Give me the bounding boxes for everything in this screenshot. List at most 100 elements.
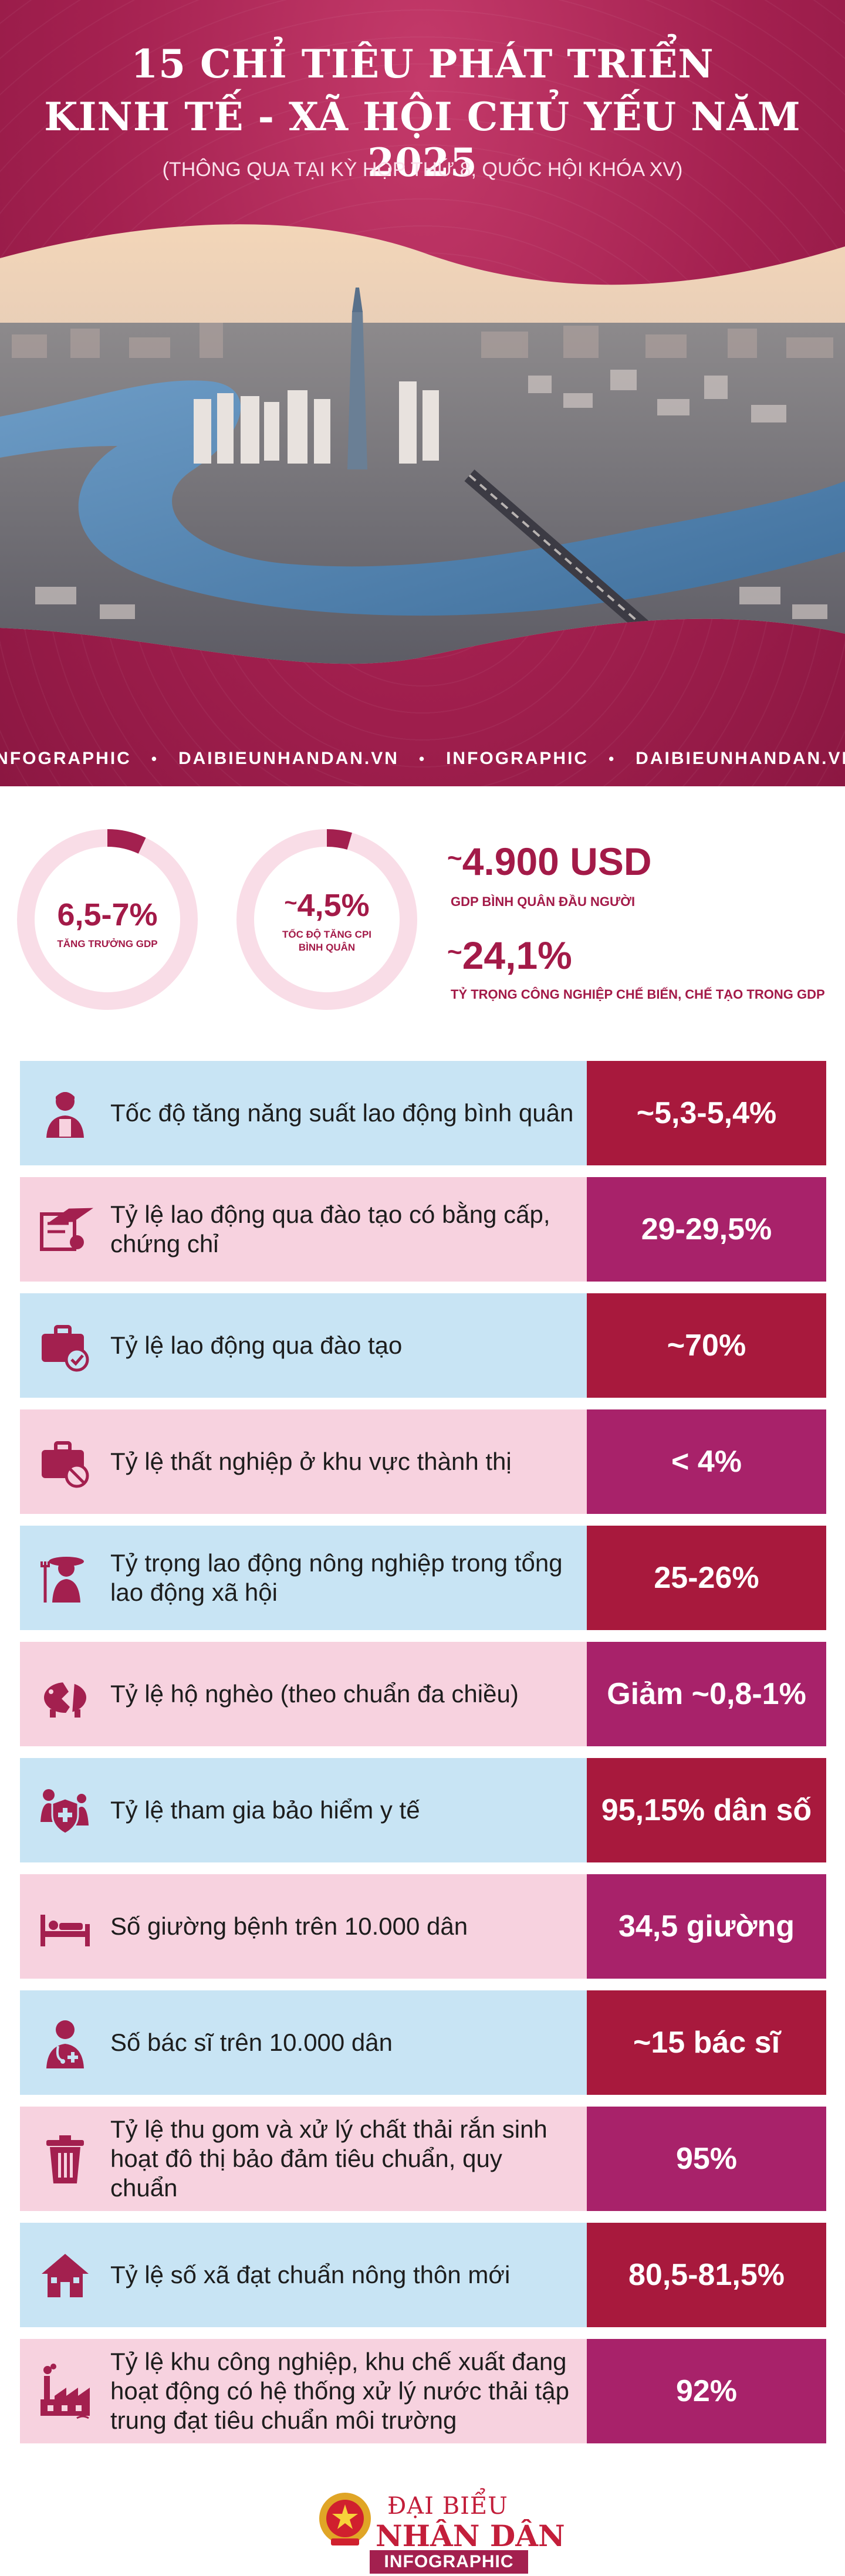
indicator-label: Số giường bệnh trên 10.000 dân — [110, 1912, 468, 1940]
doctor-icon — [33, 2010, 97, 2075]
ribbon-separator: • — [151, 749, 158, 768]
cpi-arc — [236, 829, 417, 1010]
indicator-row: Tỷ lệ lao động qua đào tạo có bằng cấp, … — [20, 1177, 826, 1282]
indicator-value: 25-26% — [587, 1526, 826, 1630]
gdp-growth-arc — [17, 829, 198, 1010]
page-subtitle: (THÔNG QUA TẠI KỲ HỌP THỨ 8, QUỐC HỘI KH… — [162, 158, 683, 181]
brand-line2: NHÂN DÂN — [376, 2518, 565, 2553]
indicator-label: Tỷ lệ số xã đạt chuẩn nông thôn mới — [110, 2261, 511, 2288]
ribbon-separator: • — [609, 749, 616, 768]
ribbon-item: INFOGRAPHIC — [446, 749, 589, 768]
indicator-value: 95,15% dân số — [587, 1758, 826, 1862]
briefcase-check-icon — [33, 1313, 97, 1378]
footer: ĐẠI BIỂU NHÂN DÂN INFOGRAPHIC — [0, 2477, 845, 2576]
gdp-per-capita-value: ~4.900 USD — [447, 839, 652, 884]
header-banner: 15 CHỈ TIÊU PHÁT TRIỂN KINH TẾ - XÃ HỘI … — [0, 0, 845, 786]
gdp-per-capita-tilde: ~ — [447, 844, 462, 873]
ribbon-item: INFOGRAPHIC — [0, 749, 131, 768]
indicator-value: < 4% — [587, 1409, 826, 1514]
indicator-label-cell: Tỷ lệ tham gia bảo hiểm y tế — [20, 1758, 587, 1862]
cpi-ring: ~4,5% TỐC ĐỘ TĂNG CPI BÌNH QUÂN — [230, 823, 424, 1016]
cpi-ring-graphic — [236, 829, 417, 1010]
manufacturing-tilde: ~ — [447, 938, 462, 966]
indicator-row: Tỷ lệ số xã đạt chuẩn nông thôn mới 80,5-… — [20, 2223, 826, 2327]
indicator-value: ~70% — [587, 1293, 826, 1398]
indicator-value: Giảm ~0,8-1% — [587, 1642, 826, 1746]
gdp-growth-value: 6,5-7% — [57, 897, 158, 932]
indicator-label-cell: Tỷ lệ số xã đạt chuẩn nông thôn mới — [20, 2223, 587, 2327]
manufacturing-share-value: ~24,1% — [447, 933, 572, 978]
indicator-row: Tốc độ tăng năng suất lao động bình quân… — [20, 1061, 826, 1165]
indicator-value: 34,5 giường — [587, 1874, 826, 1979]
indicator-label-cell: Số giường bệnh trên 10.000 dân — [20, 1874, 587, 1979]
manufacturing-number: 24,1% — [462, 934, 572, 977]
ribbon-separator: • — [418, 749, 427, 768]
trash-bin-icon — [33, 2127, 97, 2191]
indicator-row: Tỷ trọng lao động nông nghiệp trong tổng… — [20, 1526, 826, 1630]
footer-infographic-tag: INFOGRAPHIC — [370, 2550, 528, 2574]
indicator-label-cell: Tốc độ tăng năng suất lao động bình quân — [20, 1061, 587, 1165]
indicator-label-cell: Tỷ lệ lao động qua đào tạo — [20, 1293, 587, 1398]
indicator-label: Tỷ lệ lao động qua đào tạo có bằng cấp, … — [110, 1201, 550, 1257]
indicator-label-cell: Tỷ lệ thất nghiệp ở khu vực thành thị — [20, 1409, 587, 1514]
indicator-row: Tỷ lệ khu công nghiệp, khu chế xuất đang… — [20, 2339, 826, 2443]
page-title-line1: 15 CHỈ TIÊU PHÁT TRIỂN — [131, 41, 714, 87]
cpi-tilde: ~ — [284, 891, 298, 915]
indicator-list: Tốc độ tăng năng suất lao động bình quân… — [20, 1061, 826, 2455]
indicator-value: 29-29,5% — [587, 1177, 826, 1282]
indicator-row: Tỷ lệ thu gom và xử lý chất thải rắn sin… — [20, 2107, 826, 2211]
indicator-label-cell: Tỷ lệ lao động qua đào tạo có bằng cấp, … — [20, 1177, 587, 1282]
indicator-label: Tỷ lệ thu gom và xử lý chất thải rắn sin… — [110, 2115, 547, 2202]
cpi-label-line1: TỐC ĐỘ TĂNG CPI — [282, 929, 372, 940]
manufacturing-share-label: TỶ TRỌNG CÔNG NGHIỆP CHẾ BIẾN, CHẾ TẠO T… — [451, 987, 825, 1002]
factory-icon — [33, 2359, 97, 2423]
indicator-label-cell: Tỷ lệ thu gom và xử lý chất thải rắn sin… — [20, 2107, 587, 2211]
indicator-value: 80,5-81,5% — [587, 2223, 826, 2327]
gdp-per-capita-number: 4.900 USD — [462, 840, 652, 883]
indicator-label: Tỷ lệ khu công nghiệp, khu chế xuất đang… — [110, 2348, 569, 2434]
worker-icon — [33, 1081, 97, 1145]
indicator-value: ~5,3-5,4% — [587, 1061, 826, 1165]
indicator-label: Tỷ lệ thất nghiệp ở khu vực thành thị — [110, 1448, 512, 1475]
indicator-value: 95% — [587, 2107, 826, 2211]
header-ribbon: INFOGRAPHIC • DAIBIEUNHANDAN.VN • INFOGR… — [0, 738, 845, 779]
broken-piggy-icon — [33, 1662, 97, 1726]
indicator-value: 92% — [587, 2339, 826, 2443]
indicator-row: Tỷ lệ thất nghiệp ở khu vực thành thị < 4… — [20, 1409, 826, 1514]
cpi-label-line2: BÌNH QUÂN — [298, 942, 356, 953]
cpi-value: ~4,5% — [230, 887, 424, 924]
rural-house-icon — [33, 2243, 97, 2307]
indicator-label-cell: Tỷ trọng lao động nông nghiệp trong tổng… — [20, 1526, 587, 1630]
page-title-line2: KINH TẾ - XÃ HỘI CHỦ YẾU NĂM 2025 — [44, 94, 801, 185]
gdp-growth-label: TĂNG TRƯỞNG GDP — [57, 938, 158, 949]
indicator-label: Tỷ lệ tham gia bảo hiểm y tế — [110, 1796, 420, 1824]
indicator-label: Tỷ lệ hộ nghèo (theo chuẩn đa chiều) — [110, 1680, 519, 1708]
indicator-value: ~15 bác sĩ — [587, 1990, 826, 2095]
indicator-label-cell: Tỷ lệ hộ nghèo (theo chuẩn đa chiều) — [20, 1642, 587, 1746]
gdp-growth-ring-graphic — [17, 829, 198, 1010]
indicator-label: Tỷ trọng lao động nông nghiệp trong tổng… — [110, 1549, 563, 1606]
brand-line1: ĐẠI BIỂU — [387, 2493, 508, 2520]
briefcase-ban-icon — [33, 1429, 97, 1494]
indicator-label: Tỷ lệ lao động qua đào tạo — [110, 1331, 403, 1359]
ribbon-item[interactable]: DAIBIEUNHANDAN.VN — [178, 749, 399, 768]
cpi-number: 4,5% — [297, 888, 370, 923]
indicator-row: Số bác sĩ trên 10.000 dân ~15 bác sĩ — [20, 1990, 826, 2095]
indicator-label: Số bác sĩ trên 10.000 dân — [110, 2029, 393, 2056]
indicator-row: Số giường bệnh trên 10.000 dân 34,5 giườn… — [20, 1874, 826, 1979]
hospital-bed-icon — [33, 1894, 97, 1959]
indicator-label: Tốc độ tăng năng suất lao động bình quân — [110, 1099, 574, 1127]
indicator-row: Tỷ lệ hộ nghèo (theo chuẩn đa chiều) Giảm… — [20, 1642, 826, 1746]
indicator-row: Tỷ lệ lao động qua đào tạo ~70% — [20, 1293, 826, 1398]
gdp-per-capita-label: GDP BÌNH QUÂN ĐẦU NGƯỜI — [451, 894, 636, 909]
ribbon-item[interactable]: DAIBIEUNHANDAN.VN — [636, 749, 845, 768]
diploma-icon — [33, 1197, 97, 1262]
indicator-label-cell: Số bác sĩ trên 10.000 dân — [20, 1990, 587, 2095]
farmer-icon — [33, 1546, 97, 1610]
indicator-label-cell: Tỷ lệ khu công nghiệp, khu chế xuất đang… — [20, 2339, 587, 2443]
family-shield-icon — [33, 1778, 97, 1843]
gdp-growth-ring: 6,5-7% TĂNG TRƯỞNG GDP — [11, 823, 204, 1016]
city-skyline-image — [0, 224, 845, 664]
indicator-row: Tỷ lệ tham gia bảo hiểm y tế 95,15% dân s… — [20, 1758, 826, 1862]
national-emblem-icon — [319, 2493, 371, 2545]
